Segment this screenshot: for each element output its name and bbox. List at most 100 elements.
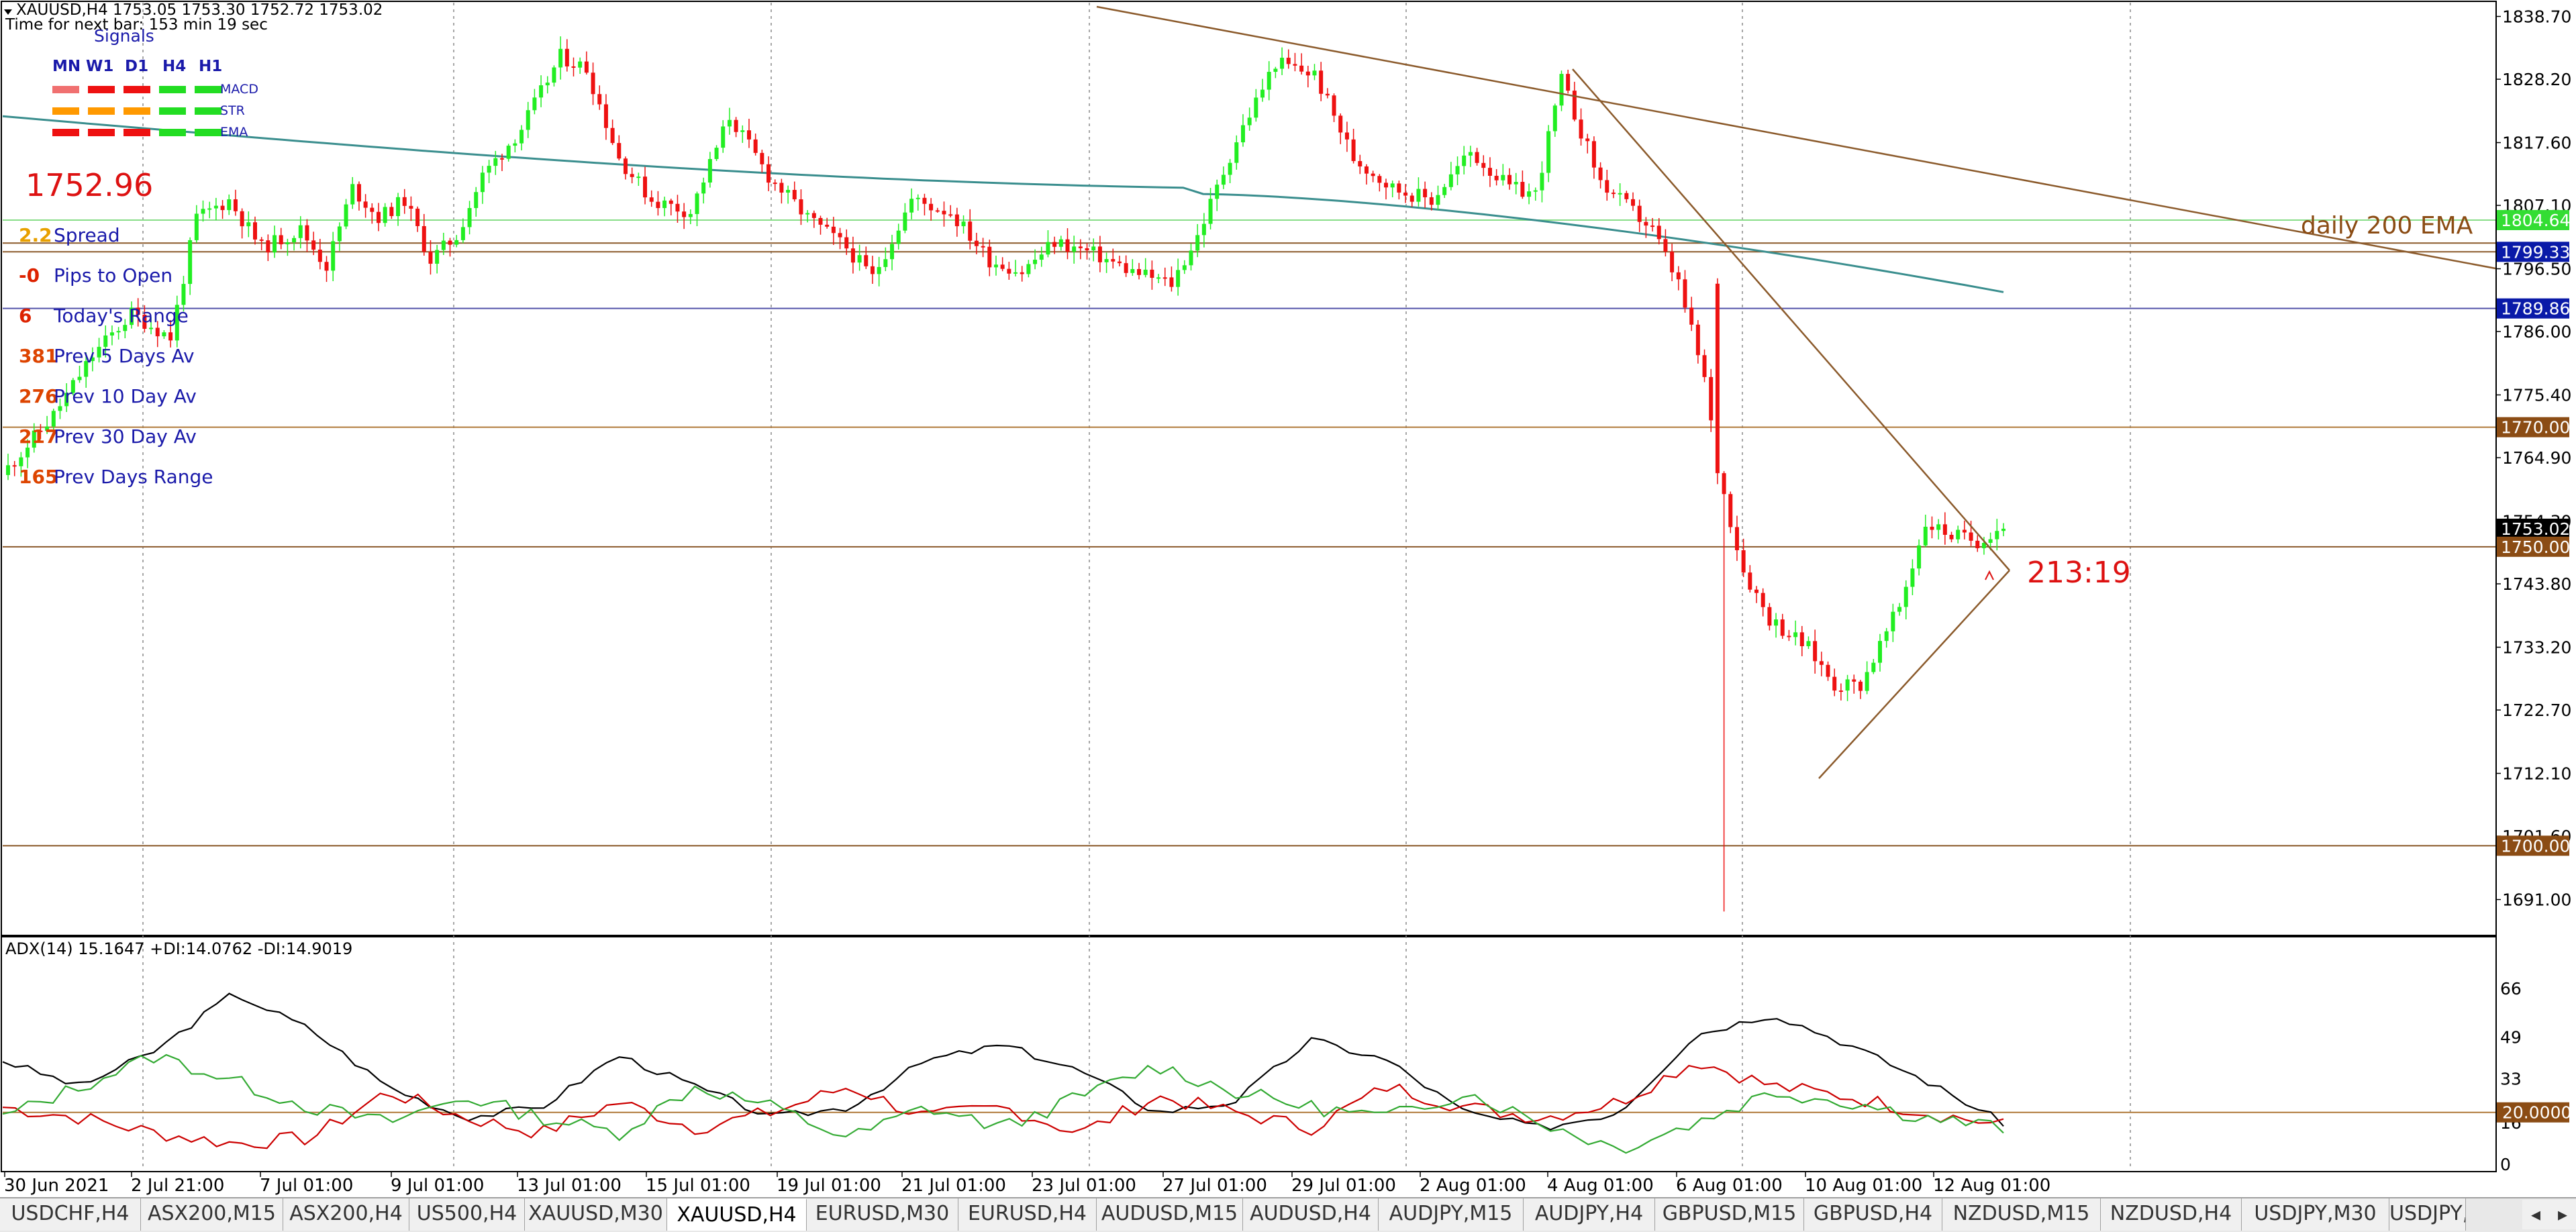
candle	[1754, 586, 1759, 603]
candle-body	[58, 406, 62, 411]
candle	[448, 238, 452, 257]
price-marker	[2497, 298, 2569, 319]
candle	[825, 217, 830, 229]
candle	[766, 156, 771, 191]
candle	[1377, 174, 1382, 192]
candle	[292, 235, 297, 251]
candle-body	[103, 335, 108, 347]
candle	[220, 200, 225, 219]
candle-body	[1462, 155, 1467, 166]
chart-tab[interactable]: AUDUSD,H4	[1243, 1198, 1379, 1231]
candle	[1579, 108, 1583, 146]
candle-body	[1299, 65, 1304, 72]
chart-tab[interactable]: NZDUSD,H4	[2101, 1198, 2242, 1231]
candle	[376, 203, 381, 232]
tab-scroll-left-icon[interactable]: ◂	[2522, 1200, 2549, 1229]
candle-body	[1234, 142, 1239, 163]
candle	[1819, 652, 1824, 676]
candle-body	[1956, 529, 1961, 540]
candle	[1072, 236, 1077, 264]
info-label: Prev 30 Day Av	[54, 425, 197, 448]
candle-body	[1143, 269, 1148, 275]
candle-body	[954, 214, 959, 227]
chart-tab[interactable]: ASX200,H4	[283, 1198, 409, 1231]
candle-body	[1104, 259, 1109, 262]
candle-body	[1501, 174, 1505, 181]
candle-body	[1695, 324, 1700, 356]
chart-tab[interactable]: XAUUSD,H4	[667, 1198, 807, 1231]
time-axis-label: 12 Aug 01:00	[1933, 1176, 2050, 1196]
chart-tab[interactable]: US500,H4	[409, 1198, 525, 1231]
candle	[1195, 223, 1200, 258]
candle-body	[617, 143, 622, 159]
candle	[539, 75, 544, 107]
chart-tab[interactable]: ASX200,M15	[141, 1198, 283, 1231]
price-marker	[2497, 209, 2569, 230]
candle	[1020, 266, 1024, 282]
candle-body	[70, 380, 75, 393]
candle	[227, 194, 232, 215]
candle	[58, 398, 62, 419]
candle	[19, 452, 23, 477]
signal-indicator	[52, 107, 79, 115]
collapse-arrow-icon[interactable]	[4, 9, 12, 15]
candle	[701, 177, 706, 204]
candle	[850, 236, 855, 274]
candle	[786, 185, 791, 204]
chart-tab[interactable]: AUDJPY,M15	[1379, 1198, 1524, 1231]
chart-tab[interactable]: AUDUSD,M15	[1097, 1198, 1243, 1231]
chart-tab[interactable]: GBPUSD,M15	[1655, 1198, 1804, 1231]
candle-body	[285, 242, 290, 245]
chart-tab[interactable]: AUDJPY,H4	[1524, 1198, 1655, 1231]
candle	[233, 189, 238, 216]
candle-body	[1585, 138, 1590, 142]
candle-body	[630, 174, 634, 177]
candle-body	[981, 246, 985, 248]
chart-tab[interactable]: EURUSD,H4	[958, 1198, 1097, 1231]
candle	[1566, 69, 1571, 94]
chart-tab[interactable]: USDJPY,M30	[2242, 1198, 2389, 1231]
chart-tab[interactable]: XAUUSD,M30	[525, 1198, 667, 1231]
tab-scroll-right-icon[interactable]: ▸	[2549, 1200, 2576, 1229]
candle-body	[1026, 264, 1031, 274]
candle	[929, 198, 934, 221]
main-chart-frame	[1, 1, 2497, 936]
chart-tab[interactable]: GBPUSD,H4	[1804, 1198, 1942, 1231]
chart-tab[interactable]: EURUSD,M30	[807, 1198, 958, 1231]
candle	[1585, 134, 1590, 154]
chart-tab[interactable]: USDJPY,H4	[2389, 1198, 2466, 1231]
candle-body	[539, 85, 544, 98]
current-price: 1752.96	[26, 167, 153, 203]
candle	[883, 247, 888, 272]
candle-body	[942, 211, 946, 215]
candle-body	[448, 240, 452, 245]
chart-tab[interactable]: USDCHF,H4	[0, 1198, 141, 1231]
candle-body	[668, 200, 673, 204]
candle	[1371, 170, 1375, 183]
candle-body	[1819, 661, 1824, 665]
candle-body	[1494, 175, 1499, 181]
candle	[1091, 238, 1096, 262]
candle	[1858, 680, 1863, 699]
candle	[90, 347, 95, 372]
candle	[454, 235, 459, 248]
candle	[311, 232, 316, 256]
candle-body	[948, 214, 953, 216]
candle	[317, 238, 322, 270]
candle-body	[1046, 242, 1050, 255]
candle-body	[396, 197, 401, 217]
chart-tab[interactable]: NZDUSD,M15	[1942, 1198, 2101, 1231]
candle	[1741, 538, 1746, 578]
time-axis-label: 4 Aug 01:00	[1547, 1176, 1654, 1196]
candle-body	[1195, 235, 1200, 251]
candle	[499, 154, 504, 171]
candle-body	[1826, 664, 1830, 677]
candle	[695, 191, 699, 227]
candle	[1240, 114, 1245, 147]
candle-body	[1975, 540, 1980, 548]
candle-body	[454, 240, 459, 245]
candle	[1917, 539, 1922, 576]
candle	[1215, 179, 1220, 211]
candle-body	[1949, 535, 1954, 540]
